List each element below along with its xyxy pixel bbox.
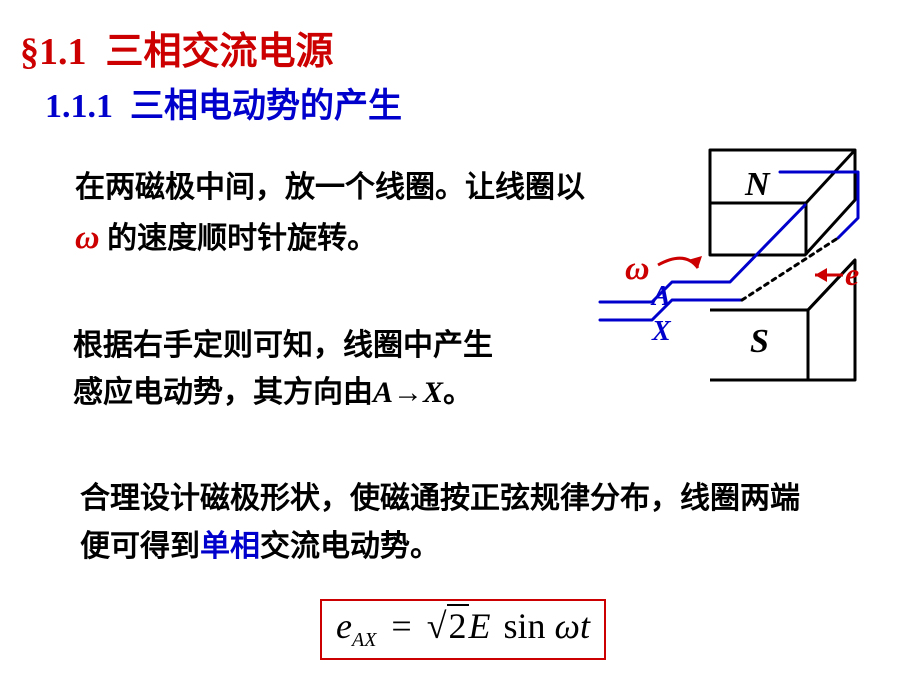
- section-number: §1.1: [20, 31, 87, 73]
- p3-post: 交流电动势。: [260, 530, 440, 563]
- formula-e: e: [336, 606, 352, 646]
- formula-sqrt: √2: [427, 605, 469, 647]
- formula-box: eAX = √2E sin ωt: [320, 599, 606, 660]
- radicand: 2: [447, 604, 469, 646]
- sqrt-symbol: √: [427, 606, 447, 646]
- generator-diagram: ω e N S A X: [590, 140, 890, 400]
- paragraph-3: 合理设计磁极形状，使磁通按正弦规律分布，线圈两端便可得到单相交流电动势。: [80, 475, 800, 571]
- p1-post: 的速度顺时针旋转。: [100, 222, 378, 255]
- p2-arrow: →: [393, 376, 423, 409]
- diagram-omega-label: ω: [625, 250, 650, 287]
- p3-danXiang: 单相: [200, 530, 260, 563]
- diagram-N-label: N: [744, 166, 771, 203]
- formula-eq: =: [391, 606, 411, 646]
- p2-X: X: [423, 376, 443, 409]
- formula-t: t: [580, 606, 590, 646]
- diagram-e-label: e: [845, 256, 859, 292]
- p2-A: A: [373, 376, 393, 409]
- subsection-title-text: 三相电动势的产生: [130, 88, 402, 125]
- omega-symbol: ω: [75, 219, 100, 256]
- paragraph-1: 在两磁极中间，放一个线圈。让线圈以 ω 的速度顺时针旋转。: [75, 165, 595, 264]
- subsection-number: 1.1.1: [45, 88, 113, 125]
- section-title: §1.1 三相交流电源: [20, 20, 334, 75]
- subsection-title: 1.1.1 三相电动势的产生: [45, 78, 402, 127]
- diagram-A-label: A: [650, 281, 671, 312]
- formula-sin: sin: [504, 606, 546, 646]
- p3-pre: 合理设计磁极形状，使磁通按正弦规律分布，线圈两端便可得到: [80, 482, 800, 563]
- formula-E: E: [469, 606, 491, 646]
- formula-sub: AX: [352, 629, 376, 651]
- paragraph-2: 根据右手定则可知，线圈中产生感应电动势，其方向由A→X。: [73, 323, 503, 416]
- formula-omega: ω: [555, 606, 580, 646]
- diagram-X-label: X: [651, 316, 672, 347]
- section-title-text: 三相交流电源: [106, 31, 334, 73]
- diagram-svg: ω e N S A X: [590, 140, 890, 400]
- diagram-S-label: S: [750, 323, 769, 360]
- p2-end: 。: [443, 376, 473, 409]
- p1-pre: 在两磁极中间，放一个线圈。让线圈以: [75, 171, 585, 204]
